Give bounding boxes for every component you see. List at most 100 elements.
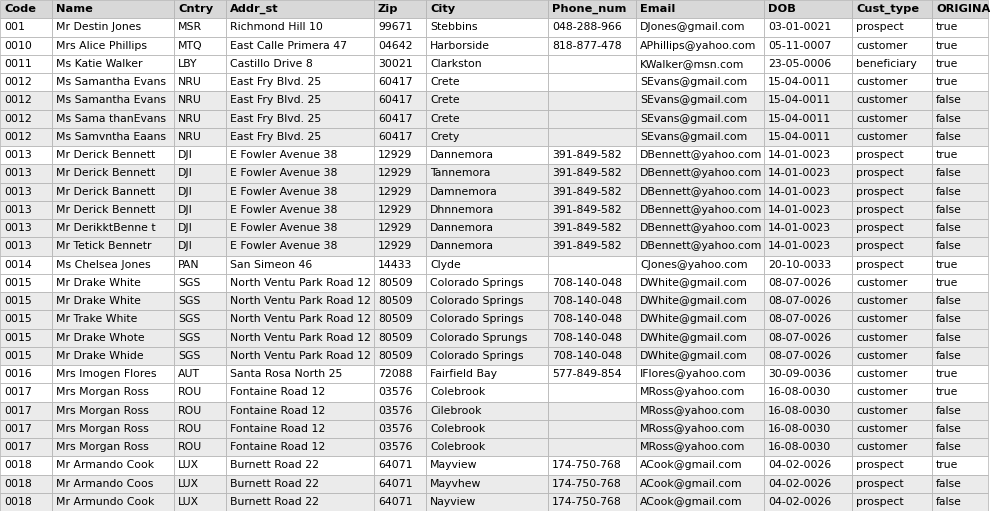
Bar: [764, 475, 852, 493]
Text: true: true: [936, 41, 958, 51]
Text: Mr Tetick Bennetr: Mr Tetick Bennetr: [56, 241, 151, 251]
Bar: [226, 109, 374, 128]
Text: Ms Chelsea Jones: Ms Chelsea Jones: [56, 260, 150, 270]
Text: Nayview: Nayview: [430, 497, 476, 507]
Text: 80509: 80509: [378, 314, 413, 324]
Bar: [374, 201, 426, 219]
Bar: [374, 128, 426, 146]
Text: ROU: ROU: [178, 406, 202, 415]
Bar: [548, 256, 636, 274]
Bar: [764, 73, 852, 91]
Text: Fairfield Bay: Fairfield Bay: [430, 369, 497, 379]
Bar: [0, 18, 52, 36]
Bar: [548, 438, 636, 456]
Bar: [426, 383, 548, 402]
Bar: [374, 475, 426, 493]
Bar: [852, 55, 932, 73]
Text: 0015: 0015: [4, 296, 32, 306]
Bar: [174, 0, 226, 18]
Bar: [548, 182, 636, 201]
Text: customer: customer: [856, 132, 908, 142]
Bar: [0, 219, 52, 237]
Bar: [636, 456, 764, 475]
Text: true: true: [936, 460, 958, 470]
Bar: [548, 310, 636, 329]
Text: customer: customer: [856, 387, 908, 398]
Text: customer: customer: [856, 442, 908, 452]
Bar: [426, 182, 548, 201]
Bar: [852, 292, 932, 310]
Bar: [636, 73, 764, 91]
Text: 16-08-0030: 16-08-0030: [768, 424, 832, 434]
Text: ROU: ROU: [178, 387, 202, 398]
Bar: [426, 109, 548, 128]
Text: E Fowler Avenue 38: E Fowler Avenue 38: [230, 223, 338, 233]
Text: 14-01-0023: 14-01-0023: [768, 205, 832, 215]
Text: Mrs Alice Phillips: Mrs Alice Phillips: [56, 41, 147, 51]
Text: Mr Armundo Cook: Mr Armundo Cook: [56, 497, 154, 507]
Text: 12929: 12929: [378, 205, 413, 215]
Bar: [764, 383, 852, 402]
Text: prospect: prospect: [856, 479, 904, 489]
Bar: [426, 73, 548, 91]
Text: 0013: 0013: [4, 241, 32, 251]
Bar: [932, 128, 988, 146]
Text: customer: customer: [856, 333, 908, 342]
Text: Dannemora: Dannemora: [430, 150, 494, 160]
Text: LUX: LUX: [178, 497, 199, 507]
Bar: [852, 91, 932, 109]
Bar: [636, 402, 764, 420]
Bar: [374, 73, 426, 91]
Text: false: false: [936, 296, 962, 306]
Text: Ms Samantha Evans: Ms Samantha Evans: [56, 96, 166, 105]
Bar: [52, 493, 174, 511]
Bar: [852, 402, 932, 420]
Text: SEvans@gmail.com: SEvans@gmail.com: [640, 96, 747, 105]
Bar: [426, 456, 548, 475]
Bar: [226, 237, 374, 256]
Text: Colebrook: Colebrook: [430, 424, 485, 434]
Bar: [764, 128, 852, 146]
Text: Colorado Springs: Colorado Springs: [430, 351, 524, 361]
Text: Cust_type: Cust_type: [856, 4, 919, 14]
Bar: [764, 438, 852, 456]
Text: false: false: [936, 169, 962, 178]
Bar: [52, 182, 174, 201]
Bar: [0, 456, 52, 475]
Bar: [0, 109, 52, 128]
Text: IFlores@yahoo.com: IFlores@yahoo.com: [640, 369, 746, 379]
Bar: [226, 219, 374, 237]
Bar: [932, 402, 988, 420]
Bar: [852, 237, 932, 256]
Bar: [374, 365, 426, 383]
Text: true: true: [936, 387, 958, 398]
Text: Mrs Morgan Ross: Mrs Morgan Ross: [56, 442, 148, 452]
Bar: [174, 201, 226, 219]
Bar: [636, 164, 764, 182]
Bar: [426, 274, 548, 292]
Bar: [852, 365, 932, 383]
Bar: [548, 292, 636, 310]
Text: 08-07-0026: 08-07-0026: [768, 351, 832, 361]
Text: MRoss@yahoo.com: MRoss@yahoo.com: [640, 406, 745, 415]
Bar: [52, 310, 174, 329]
Bar: [932, 109, 988, 128]
Text: Colebrook: Colebrook: [430, 442, 485, 452]
Text: false: false: [936, 113, 962, 124]
Bar: [0, 420, 52, 438]
Text: Mrs Imogen Flores: Mrs Imogen Flores: [56, 369, 156, 379]
Text: Santa Rosa North 25: Santa Rosa North 25: [230, 369, 343, 379]
Text: 12929: 12929: [378, 150, 413, 160]
Bar: [932, 329, 988, 347]
Bar: [548, 475, 636, 493]
Bar: [636, 219, 764, 237]
Bar: [636, 109, 764, 128]
Bar: [52, 274, 174, 292]
Bar: [174, 55, 226, 73]
Bar: [764, 18, 852, 36]
Text: Mr Derick Bennett: Mr Derick Bennett: [56, 150, 155, 160]
Bar: [52, 292, 174, 310]
Text: 708-140-048: 708-140-048: [552, 351, 622, 361]
Text: prospect: prospect: [856, 22, 904, 32]
Text: 03576: 03576: [378, 387, 413, 398]
